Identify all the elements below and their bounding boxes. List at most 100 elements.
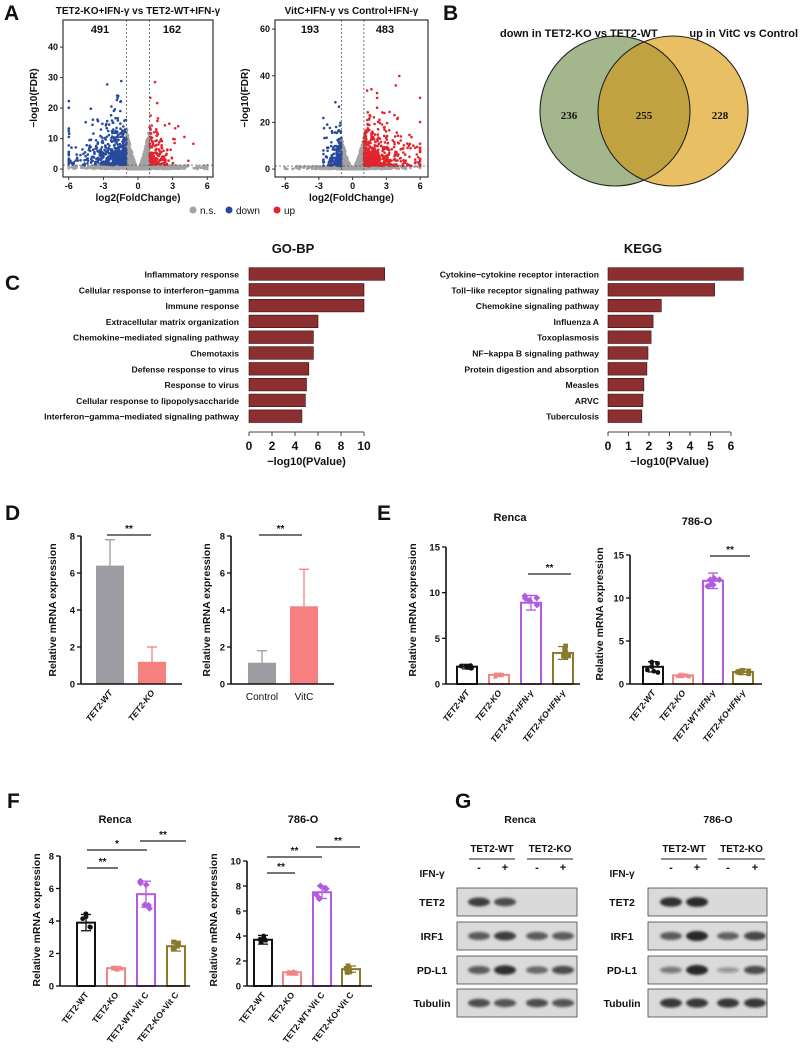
data-point — [384, 160, 387, 164]
data-point — [171, 164, 174, 167]
data-point — [394, 84, 398, 87]
data-point — [114, 146, 118, 150]
data-point — [343, 148, 346, 151]
data-point — [119, 122, 122, 125]
data-point — [383, 125, 386, 129]
data-point — [379, 140, 383, 144]
data-point — [148, 125, 151, 129]
data-point — [346, 161, 350, 165]
data-point — [388, 110, 391, 114]
data-point — [133, 167, 136, 170]
data-point — [155, 101, 159, 105]
data-point — [133, 164, 137, 168]
data-point — [366, 127, 370, 131]
y-tick-label: 0 — [53, 164, 58, 174]
data-point — [91, 123, 94, 127]
data-point — [384, 154, 388, 158]
panel-label: A — [4, 2, 19, 25]
data-point — [332, 152, 336, 156]
data-point — [121, 157, 124, 161]
data-point — [99, 148, 103, 151]
data-point — [123, 160, 127, 163]
data-point — [396, 134, 400, 137]
data-point — [117, 149, 121, 152]
data-point — [119, 109, 122, 113]
y-axis-label: −log10(FDR) — [240, 68, 251, 127]
data-point — [327, 160, 331, 164]
data-point — [330, 141, 333, 144]
data-point — [372, 156, 376, 160]
data-point — [95, 146, 99, 150]
x-tick-label: -6 — [281, 181, 289, 191]
data-point — [338, 147, 341, 150]
legend-label: n.s. — [200, 206, 216, 217]
data-point — [406, 162, 409, 166]
data-point — [169, 148, 172, 151]
data-point — [110, 140, 114, 143]
data-point — [67, 158, 71, 162]
data-point — [119, 166, 123, 170]
data-point — [115, 141, 118, 144]
data-point — [384, 147, 388, 150]
data-point — [393, 140, 396, 144]
data-point — [94, 139, 98, 142]
data-point — [98, 154, 102, 157]
panel-label: E — [377, 502, 391, 525]
data-point — [153, 80, 157, 84]
data-point — [160, 139, 164, 143]
data-point — [397, 167, 401, 170]
data-point — [151, 143, 155, 147]
data-point — [72, 165, 76, 168]
data-point — [67, 135, 71, 139]
data-point — [85, 158, 88, 161]
data-point — [168, 167, 171, 170]
data-point — [156, 132, 159, 135]
data-point — [105, 83, 109, 86]
data-point — [418, 142, 422, 146]
data-point — [364, 166, 368, 170]
data-point — [86, 162, 89, 165]
data-point — [404, 159, 408, 162]
data-point — [382, 134, 386, 138]
data-point — [113, 158, 116, 161]
data-point — [119, 127, 122, 130]
data-point — [386, 148, 390, 151]
data-point — [370, 87, 373, 91]
x-tick-label: 0 — [350, 181, 355, 191]
data-point — [110, 119, 114, 122]
data-point — [74, 159, 77, 162]
data-point — [325, 123, 329, 126]
y-tick-label: 40 — [260, 71, 270, 81]
data-point — [370, 167, 374, 170]
data-point — [140, 167, 144, 170]
data-point — [153, 130, 156, 134]
data-point — [392, 164, 396, 168]
data-point — [386, 166, 390, 170]
data-point — [402, 151, 405, 154]
data-point — [67, 162, 71, 166]
data-point — [376, 133, 380, 136]
data-point — [149, 114, 152, 117]
data-point — [104, 153, 108, 156]
data-point — [160, 147, 164, 150]
data-point — [380, 123, 384, 126]
data-point — [325, 156, 329, 159]
data-point — [305, 167, 309, 170]
data-point — [140, 163, 143, 167]
data-point — [334, 100, 337, 104]
data-point — [370, 132, 373, 135]
data-point — [67, 165, 71, 169]
data-point — [366, 158, 369, 162]
data-point — [143, 153, 147, 157]
data-point — [96, 149, 99, 152]
data-point — [381, 147, 385, 151]
data-point — [110, 135, 114, 138]
data-point — [391, 139, 395, 142]
data-point — [170, 156, 174, 160]
data-point — [387, 162, 391, 166]
data-point — [154, 158, 158, 162]
data-point — [112, 162, 116, 165]
legend-swatch — [189, 206, 197, 214]
data-point — [399, 139, 403, 142]
data-point — [84, 154, 87, 158]
